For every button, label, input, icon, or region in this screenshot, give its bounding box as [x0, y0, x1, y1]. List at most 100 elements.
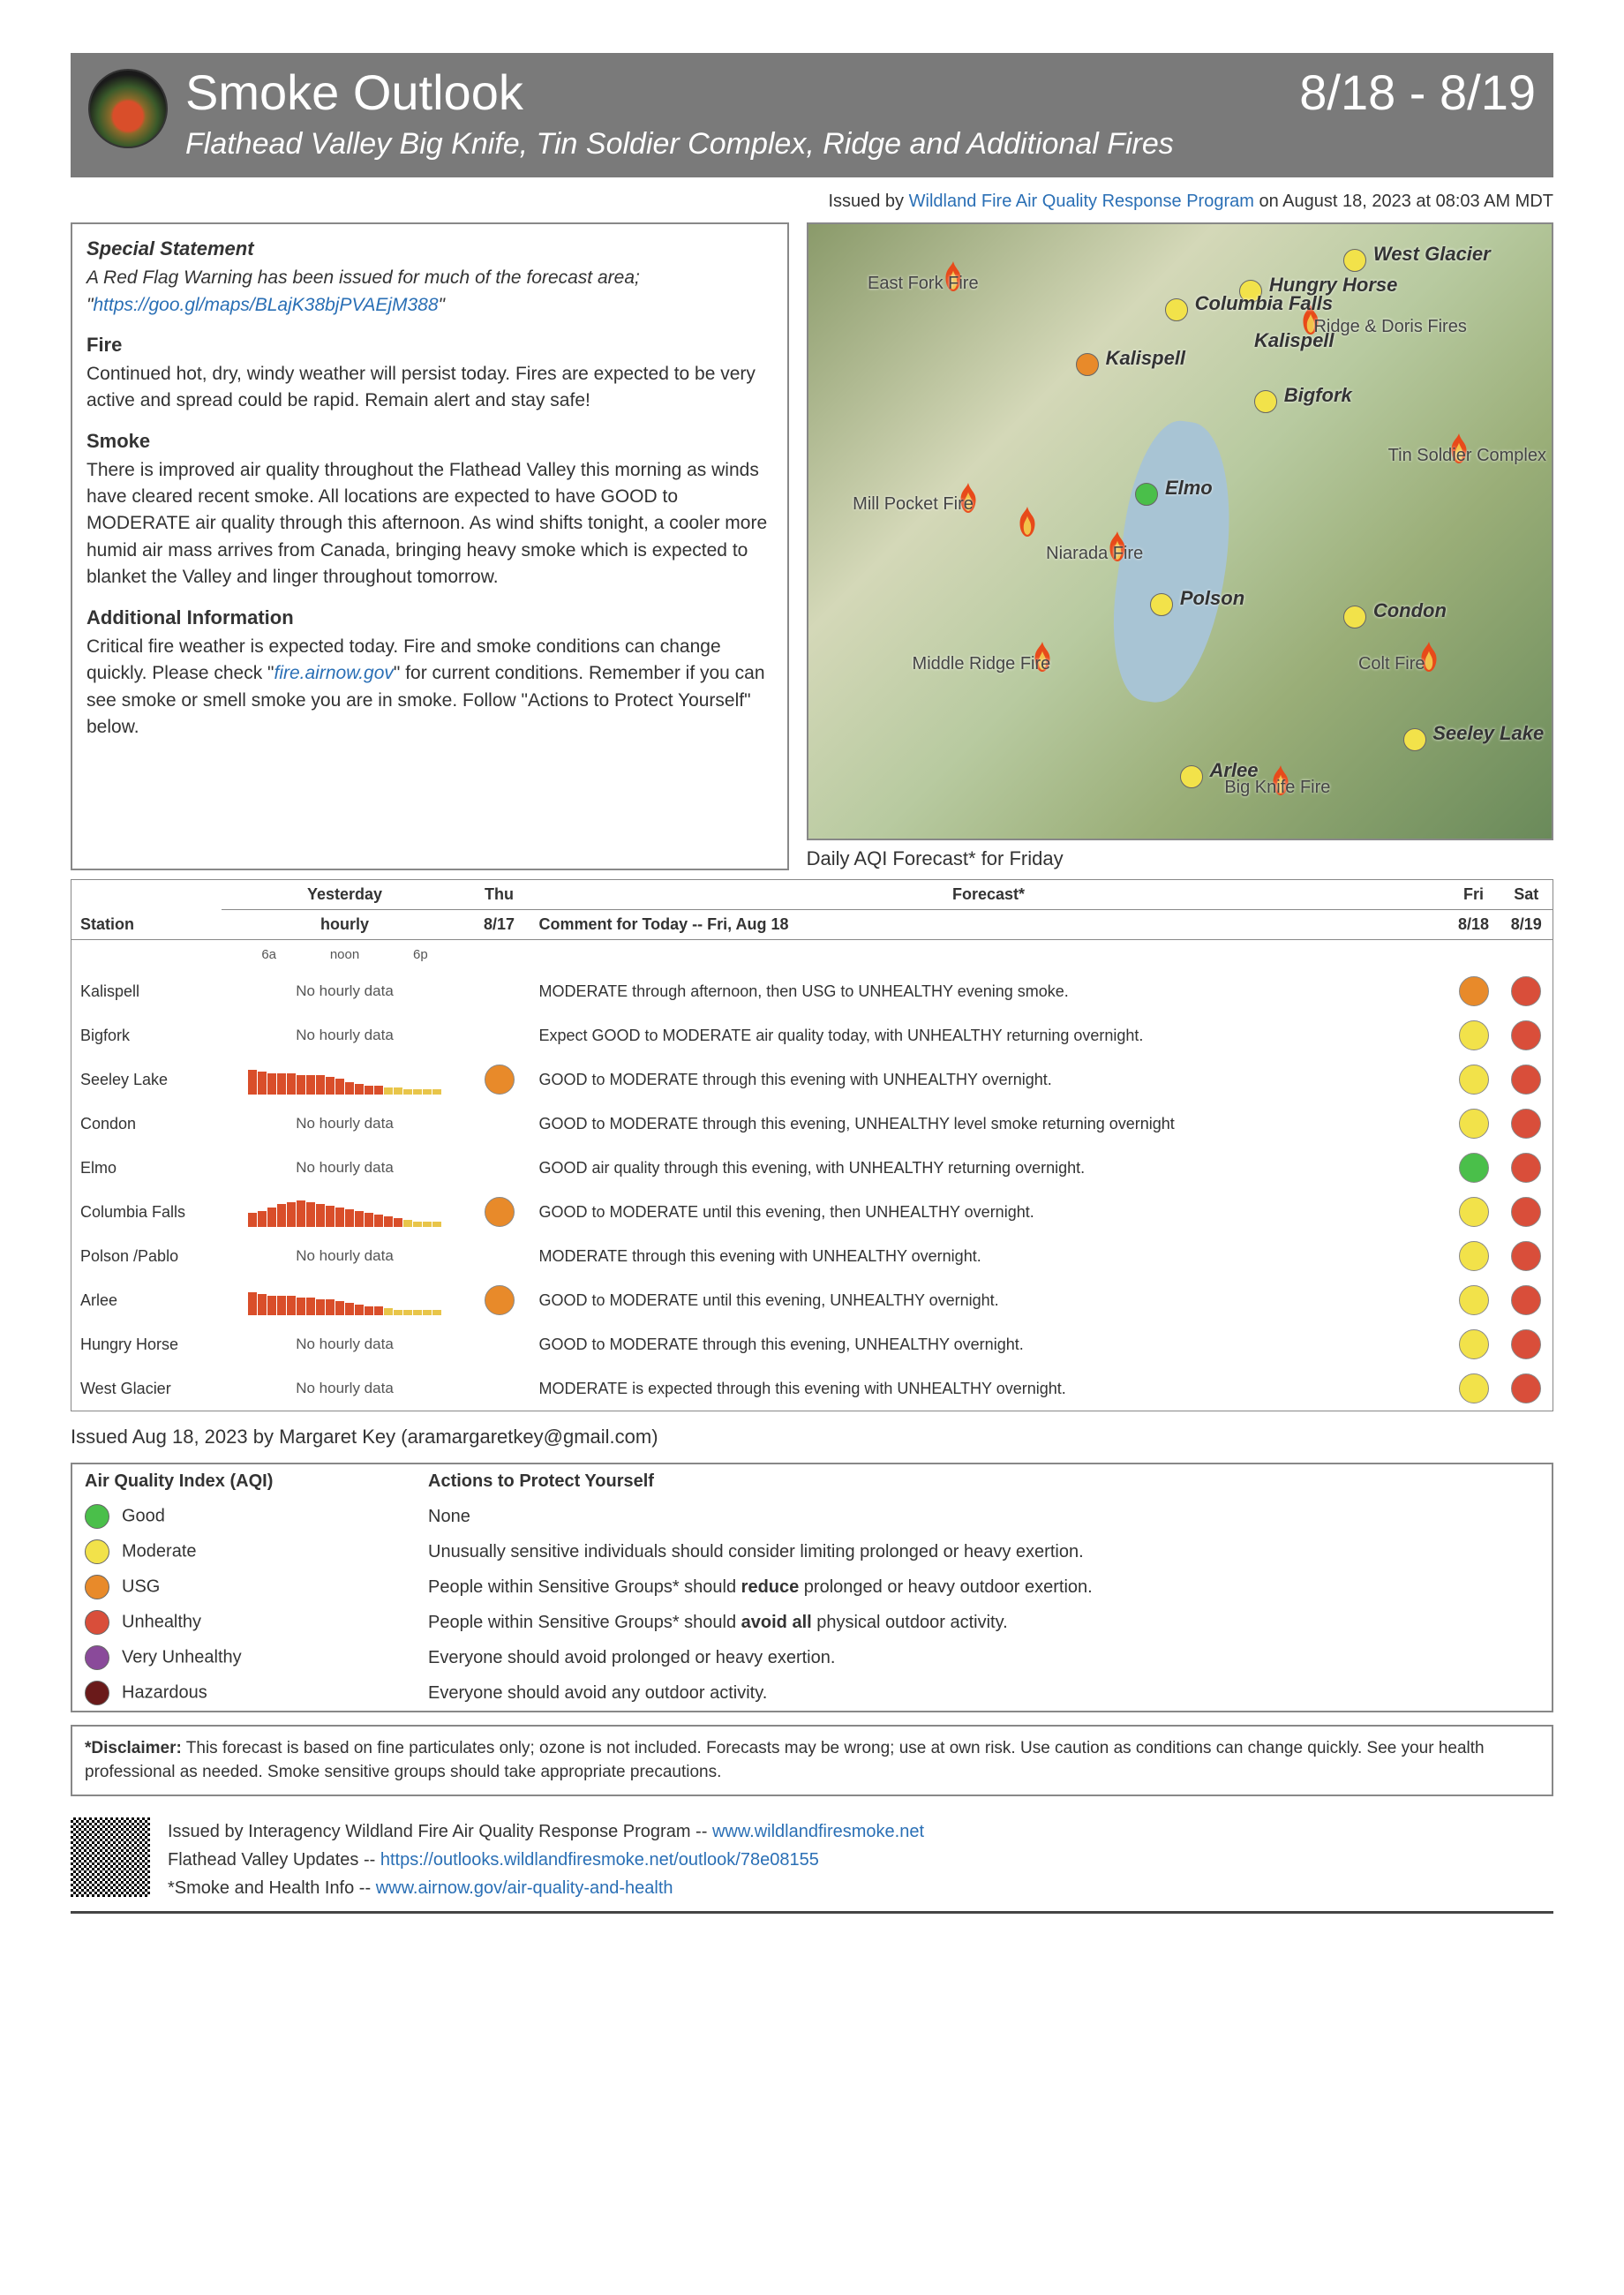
map-place-label: Condon: [1373, 599, 1447, 622]
map-place-label: Seeley Lake: [1432, 722, 1544, 745]
legend-action: People within Sensitive Groups* should r…: [416, 1569, 1553, 1605]
footer: Issued by Interagency Wildland Fire Air …: [71, 1817, 1553, 1914]
station-name: Polson /Pablo: [71, 1234, 222, 1278]
issued-suffix: on August 18, 2023 at 08:03 AM MDT: [1254, 192, 1553, 211]
aqi-legend-table: Air Quality Index (AQI) Actions to Prote…: [71, 1463, 1553, 1712]
header-bar: Smoke Outlook 8/18 - 8/19 Flathead Valle…: [71, 53, 1553, 177]
no-hourly-data: No hourly data: [230, 1027, 460, 1044]
map-fire-label: Niarada Fire: [1046, 544, 1143, 564]
station-name: Hungry Horse: [71, 1322, 222, 1366]
hourly-bars: [230, 1285, 460, 1315]
forecast-comment: GOOD to MODERATE until this evening, the…: [530, 1190, 1447, 1234]
aqi-dot-fri: [1459, 1109, 1489, 1139]
aqi-dot-sat: [1511, 1329, 1541, 1359]
legend-dot: [85, 1575, 109, 1599]
legend-dot: [85, 1504, 109, 1529]
legend-action: People within Sensitive Groups* should a…: [416, 1605, 1553, 1640]
legend-label: Unhealthy: [122, 1612, 201, 1631]
aqi-dot-sat: [1511, 1285, 1541, 1315]
aqi-dot-thu: [485, 1065, 515, 1095]
issued-by-line: Issued Aug 18, 2023 by Margaret Key (ara…: [71, 1426, 1553, 1448]
footer-3a: *Smoke and Health Info --: [168, 1878, 376, 1898]
forecast-comment: GOOD to MODERATE through this evening, U…: [530, 1322, 1447, 1366]
special-statement-heading: Special Statement: [86, 235, 773, 263]
aqi-dot-sat: [1511, 1065, 1541, 1095]
station-name: Seeley Lake: [71, 1057, 222, 1102]
legend-label: Hazardous: [122, 1682, 207, 1702]
airnow-link[interactable]: fire.airnow.gov: [274, 663, 394, 683]
fire-heading: Fire: [86, 331, 773, 359]
table-row: Hungry Horse No hourly data GOOD to MODE…: [71, 1322, 1553, 1366]
table-row: Seeley Lake GOOD to MODERATE through thi…: [71, 1057, 1553, 1102]
footer-link-3[interactable]: www.airnow.gov/air-quality-and-health: [376, 1878, 673, 1898]
legend-action: Everyone should avoid any outdoor activi…: [416, 1675, 1553, 1712]
th-thu: Thu: [469, 880, 530, 910]
aqi-dot-sat: [1511, 1153, 1541, 1183]
station-name: Arlee: [71, 1278, 222, 1322]
legend-action: None: [416, 1499, 1553, 1534]
station-name: Elmo: [71, 1146, 222, 1190]
map-place-label: Kalispell: [1106, 347, 1185, 370]
red-flag-link[interactable]: https://goo.gl/maps/BLajK38bjPVAEjM388: [93, 295, 438, 315]
map-fire-label: East Fork Fire: [868, 274, 979, 294]
aqi-dot-fri: [1459, 976, 1489, 1006]
table-row: Columbia Falls GOOD to MODERATE until th…: [71, 1190, 1553, 1234]
smoke-heading: Smoke: [86, 427, 773, 455]
legend-action: Everyone should avoid prolonged or heavy…: [416, 1640, 1553, 1675]
disclaimer-box: *Disclaimer: This forecast is based on f…: [71, 1725, 1553, 1796]
th-fri-date: 8/18: [1447, 910, 1500, 940]
legend-row: USG People within Sensitive Groups* shou…: [71, 1569, 1553, 1605]
legend-row: Good None: [71, 1499, 1553, 1534]
th-aqi: Air Quality Index (AQI): [71, 1464, 416, 1499]
aqi-dot-sat: [1511, 1241, 1541, 1271]
aqi-dot: [1403, 728, 1426, 751]
no-hourly-data: No hourly data: [230, 982, 460, 1000]
legend-dot: [85, 1681, 109, 1705]
footer-link-1[interactable]: www.wildlandfiresmoke.net: [712, 1822, 924, 1841]
aqi-dot-fri: [1459, 1285, 1489, 1315]
table-row: Condon No hourly data GOOD to MODERATE t…: [71, 1102, 1553, 1146]
aqi-dot: [1343, 249, 1366, 272]
narrative-box: Special Statement A Red Flag Warning has…: [71, 222, 789, 870]
th-actions: Actions to Protect Yourself: [416, 1464, 1553, 1499]
table-row: Arlee GOOD to MODERATE until this evenin…: [71, 1278, 1553, 1322]
forecast-table: Station Yesterday Thu Forecast* Fri Sat …: [71, 879, 1553, 1411]
forecast-comment: Expect GOOD to MODERATE air quality toda…: [530, 1013, 1447, 1057]
date-range: 8/18 - 8/19: [1299, 64, 1536, 121]
footer-link-2[interactable]: https://outlooks.wildlandfiresmoke.net/o…: [380, 1850, 819, 1870]
forecast-comment: GOOD to MODERATE through this evening wi…: [530, 1057, 1447, 1102]
map-caption: Daily AQI Forecast* for Friday: [807, 847, 1553, 870]
map-place-label: Polson: [1180, 587, 1244, 610]
issued-line: Issued by Wildland Fire Air Quality Resp…: [71, 192, 1553, 212]
legend-row: Very Unhealthy Everyone should avoid pro…: [71, 1640, 1553, 1675]
footer-2a: Flathead Valley Updates --: [168, 1850, 380, 1870]
map-place-label: Elmo: [1165, 477, 1213, 500]
legend-dot: [85, 1645, 109, 1670]
aqi-dot-sat: [1511, 1109, 1541, 1139]
aqi-dot: [1254, 390, 1277, 413]
additional-heading: Additional Information: [86, 604, 773, 632]
header-text: Smoke Outlook 8/18 - 8/19 Flathead Valle…: [185, 64, 1536, 163]
th-forecast: Forecast*: [530, 880, 1447, 910]
special-statement-text-b: ": [439, 295, 445, 315]
map-place-label: Bigfork: [1284, 384, 1352, 407]
aqi-dot: [1165, 298, 1188, 321]
aqi-dot-fri: [1459, 1329, 1489, 1359]
aqi-dot-fri: [1459, 1065, 1489, 1095]
map-fire-label: Ridge & Doris Fires: [1313, 317, 1466, 337]
aqi-dot-thu: [485, 1285, 515, 1315]
aqi-dot-sat: [1511, 1197, 1541, 1227]
forecast-comment: GOOD air quality through this evening, w…: [530, 1146, 1447, 1190]
legend-label: Moderate: [122, 1541, 197, 1561]
agency-logo: [88, 69, 168, 148]
aqi-dot-fri: [1459, 1241, 1489, 1271]
aqi-dot-fri: [1459, 1373, 1489, 1403]
forecast-comment: MODERATE through afternoon, then USG to …: [530, 969, 1447, 1013]
map-fire-label: Colt Fire: [1358, 654, 1425, 674]
issuer-link[interactable]: Wildland Fire Air Quality Response Progr…: [909, 192, 1254, 211]
smoke-text: There is improved air quality throughout…: [86, 457, 773, 591]
th-fri: Fri: [1447, 880, 1500, 910]
legend-action: Unusually sensitive individuals should c…: [416, 1534, 1553, 1569]
time-6a: 6a: [261, 947, 314, 962]
table-row: West Glacier No hourly data MODERATE is …: [71, 1366, 1553, 1411]
